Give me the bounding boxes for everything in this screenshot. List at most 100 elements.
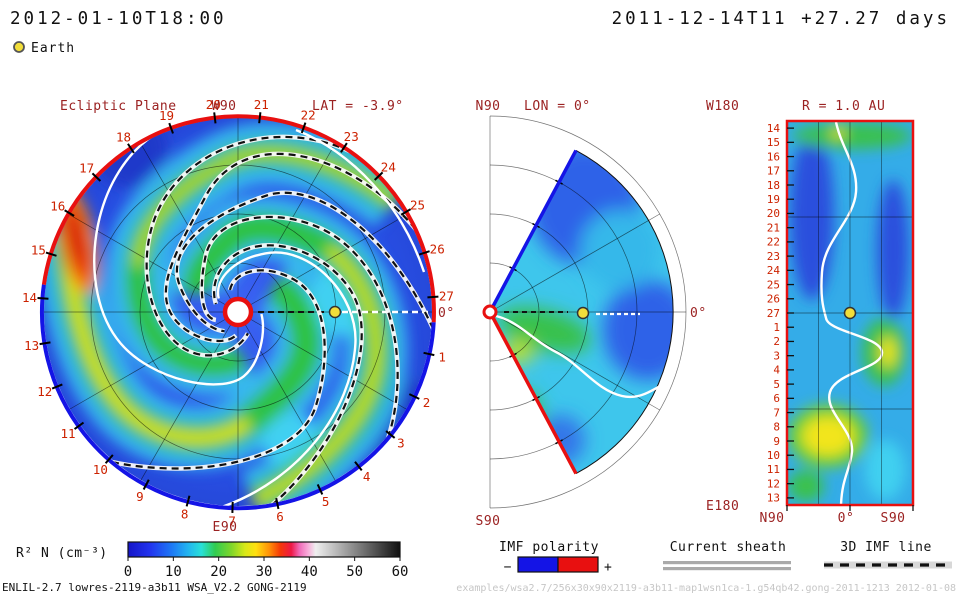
current-sheet-lines [93, 128, 426, 506]
model-info: ENLIL-2.7 lowres-2119-a3b11 WSA_V2.2 GON… [2, 581, 307, 594]
day-tick [354, 461, 363, 472]
left-day-label: 6 [276, 509, 284, 524]
right-day-label: 27 [767, 307, 780, 320]
grid-spoke [140, 324, 231, 482]
left-day-label: 18 [116, 130, 131, 145]
right-day-label: 18 [767, 179, 780, 192]
left-day-label: 27 [439, 288, 454, 303]
right-day-label: 23 [767, 250, 780, 263]
day-tick [300, 122, 307, 134]
imf-polarity-plus: + [604, 560, 612, 575]
current-sheet-legend: Current sheath [663, 540, 791, 571]
left-day-label: 7 [228, 513, 236, 528]
left-day-label: 22 [301, 108, 316, 123]
grid-spoke [489, 311, 660, 411]
earth-marker-ecliptic [328, 305, 342, 319]
right-day-label: 2 [773, 335, 780, 348]
left-day-label: 13 [24, 338, 39, 353]
left-day-label: 15 [31, 243, 46, 258]
left-day-label: 8 [181, 507, 189, 522]
sphere-axis-0: 0° [838, 511, 855, 526]
meridional-right-label: 0° [690, 306, 707, 321]
left-day-label: 5 [322, 494, 330, 509]
imf-polarity-legend: IMF polarity − + [499, 540, 612, 575]
left-day-label: 23 [344, 129, 359, 144]
colorbar-tick-label: 30 [256, 564, 273, 580]
right-day-label: 9 [773, 435, 780, 448]
colorbar-tick-label: 0 [124, 564, 132, 580]
sphere-slice-day-labels: 1415161718192021222324252627123456789101… [767, 122, 794, 505]
left-day-label: 10 [93, 462, 108, 477]
colorbar-tick-label: 60 [392, 564, 409, 580]
right-day-label: 3 [773, 349, 780, 362]
meridional-bottom-label: S90 [476, 514, 501, 529]
right-day-label: 17 [767, 165, 780, 178]
day-tick [91, 172, 102, 182]
day-tick [418, 250, 430, 256]
ecliptic-top-label: W90 [212, 99, 237, 114]
grid-spoke [250, 319, 408, 410]
day-tick [258, 112, 262, 124]
grid-spoke [140, 142, 231, 300]
left-day-label: 26 [430, 241, 445, 256]
day-tick [316, 484, 324, 495]
meridional-title: LON = 0° [524, 99, 591, 114]
day-tick [37, 296, 49, 300]
colorbar-tick-label: 40 [301, 564, 318, 580]
imf-polarity-minus: − [504, 560, 512, 575]
left-day-label: 20 [206, 97, 221, 112]
current-sheet-blob [659, 385, 667, 393]
left-day-label: 24 [381, 159, 396, 174]
day-tick [168, 122, 174, 134]
run-path: examples/wsa2.7/256x30x90x2119-a3b11-map… [456, 583, 956, 594]
right-day-label: 22 [767, 236, 780, 249]
day-tick [423, 351, 435, 357]
right-day-label: 11 [767, 463, 780, 476]
rim-polarity-negative [40, 284, 436, 511]
day-tick [185, 495, 191, 507]
day-tick [340, 142, 348, 153]
left-day-label: 9 [136, 489, 144, 504]
left-day-label: 14 [22, 290, 37, 305]
ecliptic-lat-label: LAT = -3.9° [312, 99, 404, 114]
colorbar-gradient [127, 541, 401, 558]
day-tick [213, 112, 217, 124]
colorbar: R² N (cm⁻³) 0 10 20 30 40 50 60 [16, 541, 409, 580]
right-day-label: 25 [767, 278, 780, 291]
meridional-outer-arc [575, 149, 674, 475]
ecliptic-right-label: 0° [438, 306, 455, 321]
datetime-range: 2011-12-14T11 +27.27 days [612, 9, 950, 29]
colorbar-tick-label: 10 [165, 564, 182, 580]
datetime-current: 2012-01-10T18:00 [10, 9, 227, 29]
day-tick [408, 393, 420, 400]
sphere-slice-bottom-ticks [786, 505, 914, 511]
left-day-label: 1 [438, 349, 446, 364]
day-tick [385, 430, 396, 439]
colorbar-label: R² N (cm⁻³) [16, 546, 108, 561]
right-day-label: 1 [773, 321, 780, 334]
sun-marker-meridional [482, 304, 498, 320]
earth-legend-label: Earth [31, 41, 75, 56]
meridional-north-edge [488, 149, 578, 313]
day-tick [73, 421, 85, 430]
sphere-slice-panel: 1415161718192021222324252627123456789101… [706, 99, 915, 526]
left-day-label: 3 [397, 435, 405, 450]
left-day-label: 12 [37, 384, 52, 399]
grid-spoke [245, 324, 336, 482]
current-sheet-swatch-top [663, 561, 791, 565]
right-day-label: 4 [773, 364, 780, 377]
imf-polarity-positive-swatch [557, 556, 599, 573]
current-sheet-meridional [495, 314, 665, 399]
left-day-label: 4 [363, 469, 371, 484]
right-day-label: 16 [767, 150, 780, 163]
meridional-top-label: N90 [476, 99, 501, 114]
right-day-label: 6 [773, 392, 780, 405]
day-tick [373, 171, 384, 181]
earth-legend-icon [13, 41, 25, 53]
right-day-label: 26 [767, 293, 780, 306]
right-day-label: 21 [767, 221, 780, 234]
day-tick [39, 341, 51, 346]
colorbar-tick-label: 50 [346, 564, 363, 580]
right-day-label: 5 [773, 378, 780, 391]
